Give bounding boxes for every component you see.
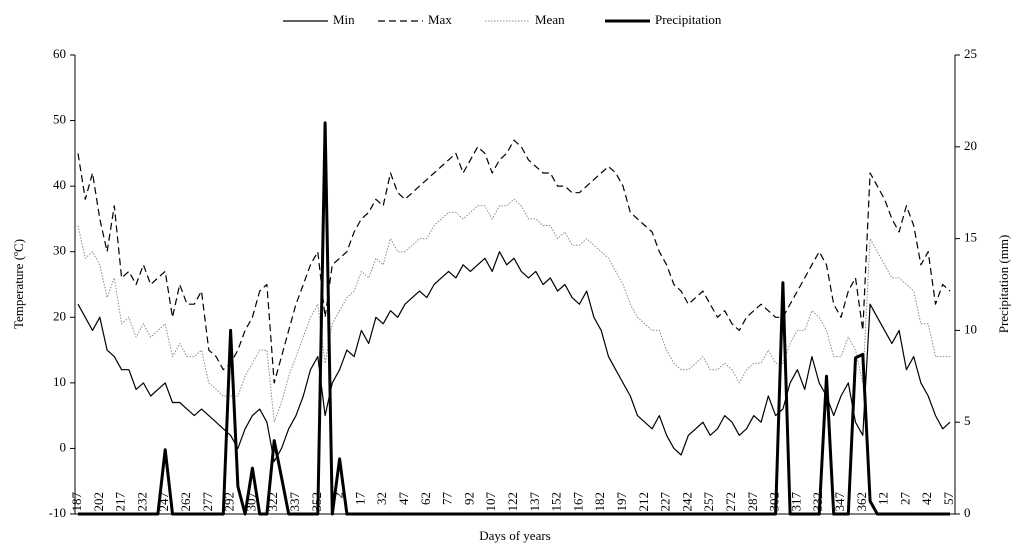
x-tick-label: 332 bbox=[810, 492, 825, 512]
x-tick-label: 352 bbox=[309, 492, 324, 512]
legend-label: Mean bbox=[535, 12, 565, 27]
series-line bbox=[77, 198, 950, 423]
x-tick-label: 32 bbox=[374, 492, 389, 505]
y2-tick-label: 0 bbox=[964, 505, 971, 520]
x-tick-label: 187 bbox=[69, 492, 84, 512]
x-tick-label: 227 bbox=[658, 492, 673, 512]
y-tick-label: 0 bbox=[60, 439, 67, 454]
x-axis-label: Days of years bbox=[479, 528, 550, 543]
y-tick-label: 50 bbox=[53, 112, 66, 127]
x-tick-label: 42 bbox=[919, 492, 934, 505]
series-line bbox=[77, 251, 951, 463]
y2-tick-label: 25 bbox=[964, 46, 977, 61]
x-tick-label: 77 bbox=[440, 492, 455, 506]
x-tick-label: 277 bbox=[200, 492, 215, 512]
x-tick-label: 12 bbox=[876, 492, 891, 505]
x-tick-label: 262 bbox=[178, 492, 193, 512]
legend-label: Max bbox=[428, 12, 452, 27]
x-tick-label: 242 bbox=[679, 492, 694, 512]
x-tick-label: 272 bbox=[723, 492, 738, 512]
legend-label: Min bbox=[333, 12, 355, 27]
x-tick-label: 57 bbox=[941, 492, 956, 506]
y-tick-label: 40 bbox=[53, 177, 66, 192]
x-tick-label: 92 bbox=[461, 492, 476, 505]
x-tick-label: 217 bbox=[113, 492, 128, 512]
y2-axis-label: Precipitation (mm) bbox=[996, 235, 1011, 334]
y-tick-label: 30 bbox=[53, 243, 66, 258]
y-tick-label: -10 bbox=[49, 505, 66, 520]
y2-tick-label: 10 bbox=[964, 321, 977, 336]
x-tick-label: 362 bbox=[854, 492, 869, 512]
series-line bbox=[77, 139, 951, 384]
x-tick-label: 137 bbox=[527, 492, 542, 512]
y2-tick-label: 5 bbox=[964, 413, 971, 428]
x-tick-label: 182 bbox=[592, 492, 607, 512]
x-tick-label: 107 bbox=[483, 492, 498, 512]
y2-tick-label: 15 bbox=[964, 230, 977, 245]
y-axis-label: Temperature (ºC) bbox=[11, 239, 26, 329]
x-tick-label: 47 bbox=[396, 492, 411, 506]
y-tick-label: 20 bbox=[53, 308, 66, 323]
x-tick-label: 17 bbox=[352, 492, 367, 506]
x-tick-label: 122 bbox=[505, 492, 520, 512]
x-tick-label: 2 bbox=[331, 492, 346, 499]
x-tick-label: 152 bbox=[549, 492, 564, 512]
x-tick-label: 212 bbox=[636, 492, 651, 512]
x-tick-label: 317 bbox=[788, 492, 803, 512]
y-tick-label: 10 bbox=[53, 374, 66, 389]
x-tick-label: 62 bbox=[418, 492, 433, 505]
x-tick-label: 197 bbox=[614, 492, 629, 512]
x-tick-label: 302 bbox=[767, 492, 782, 512]
x-tick-label: 202 bbox=[91, 492, 106, 512]
x-tick-label: 27 bbox=[897, 492, 912, 506]
series-line bbox=[78, 121, 950, 516]
x-tick-label: 167 bbox=[570, 492, 585, 512]
y2-tick-label: 20 bbox=[964, 138, 977, 153]
x-tick-label: 337 bbox=[287, 492, 302, 512]
x-tick-label: 232 bbox=[134, 492, 149, 512]
x-tick-label: 347 bbox=[832, 492, 847, 512]
legend-label: Precipitation bbox=[655, 12, 722, 27]
y-tick-label: 60 bbox=[53, 46, 66, 61]
x-tick-label: 287 bbox=[745, 492, 760, 512]
x-tick-label: 257 bbox=[701, 492, 716, 512]
